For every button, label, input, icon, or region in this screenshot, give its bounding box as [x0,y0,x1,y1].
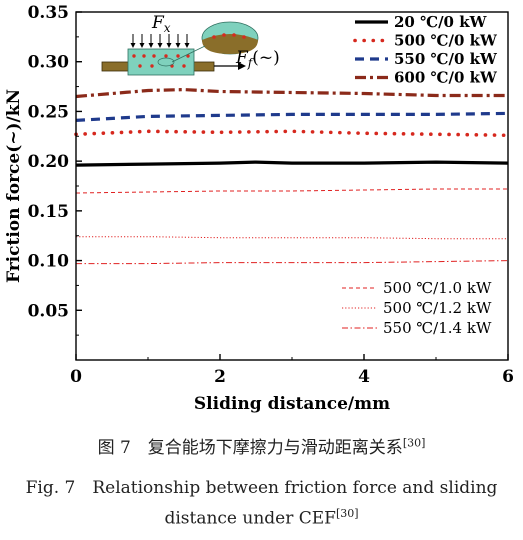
inset-load-arrowhead [139,43,145,48]
inset-workpiece [127,48,195,76]
inset-zoom-spot [157,57,175,67]
legend-label-600-0-kW: 600 ℃/0 kW [394,69,498,87]
series-line-500-1.0-kW [75,188,508,194]
y-tick-label: 0.15 [28,202,69,222]
inset-magnifier-particle [232,33,236,37]
inset-particle [142,54,146,58]
caption-english-line1: Fig. 7 Relationship between friction for… [25,478,498,498]
y-tick-label: 0.10 [28,252,70,272]
inset-leader-line [171,45,206,63]
inset-friction-label: Ff(~) [235,48,280,70]
inset-friction-arrowhead [238,62,246,70]
caption-english-ref: [30] [335,507,359,520]
caption-chinese-ref: [30] [402,436,426,450]
caption-english-line2: distance under CEF[30] [0,507,523,529]
x-tick-label: 4 [358,367,370,387]
legend-label-550-1.4-kW: 550 ℃/1.4 kW [383,319,492,337]
inset-particle [152,54,156,58]
plot-area [74,87,510,265]
y-tick-label: 0.30 [28,53,70,73]
axes: 0.05 0.10 0.15 0.20 0.25 0.30 0.35 0 2 4 6 Sliding … [4,3,514,414]
legend-label-500-1.0-kW: 500 ℃/1.0 kW [383,279,492,297]
caption-chinese-text: 图 7 复合能场下摩擦力与滑动距离关系 [97,438,403,458]
inset-particle [150,64,154,68]
y-tick-label: 0.05 [28,301,69,321]
legend-label-550-0-kW: 550 ℃/0 kW [394,50,498,68]
x-tick-label: 2 [214,367,226,387]
inset-load-arrowhead [157,43,163,48]
inset-particle [176,54,180,58]
legend-label-500-1.2-kW: 500 ℃/1.2 kW [383,299,492,317]
x-tick-label: 6 [502,367,514,387]
series-line-500-0-kW [74,129,510,138]
inset-load-arrowhead [148,43,154,48]
inset-particle [132,54,136,58]
y-tick-label: 0.35 [28,3,69,23]
inset-load-label: Fx [151,13,171,35]
inset-magnifier-particle [212,35,216,39]
y-tick-label: 0.20 [28,152,70,172]
x-axis-label: Sliding distance/mm [194,394,390,414]
series-line-550-1.4-kW [76,260,509,265]
inset-magnifier-substrate [202,34,258,54]
inset-schematic: Fx Ff(~) [101,13,280,76]
legend-label-20-0-kW: 20 ℃/0 kW [394,13,488,31]
caption-chinese: 图 7 复合能场下摩擦力与滑动距离关系[30] [0,433,523,458]
inset-particle [186,54,190,58]
inset-load-arrowhead [175,43,181,48]
series-line-550-0-kW [75,111,509,122]
inset-magnifier-particle [222,33,226,37]
inset-load-arrowhead [166,43,172,48]
caption-english-line2-text: distance under CEF [164,508,336,529]
inset-load-arrowhead [184,43,190,48]
y-axis-label: Friction force(~)/kN [4,89,24,283]
series-line-20-0-kW [75,160,509,167]
legend-label-500-0-kW: 500 ℃/0 kW [394,32,498,50]
inset-particle [164,54,168,58]
series-line-500-1.2-kW [76,236,508,240]
y-tick-label: 0.25 [28,102,69,122]
inset-particle [138,64,142,68]
series-line-600-0-kW [75,87,508,99]
inset-particle [182,64,186,68]
inset-load-arrowhead [130,43,136,48]
x-tick-label: 0 [70,367,82,387]
inset-magnifier-particle [242,35,246,39]
